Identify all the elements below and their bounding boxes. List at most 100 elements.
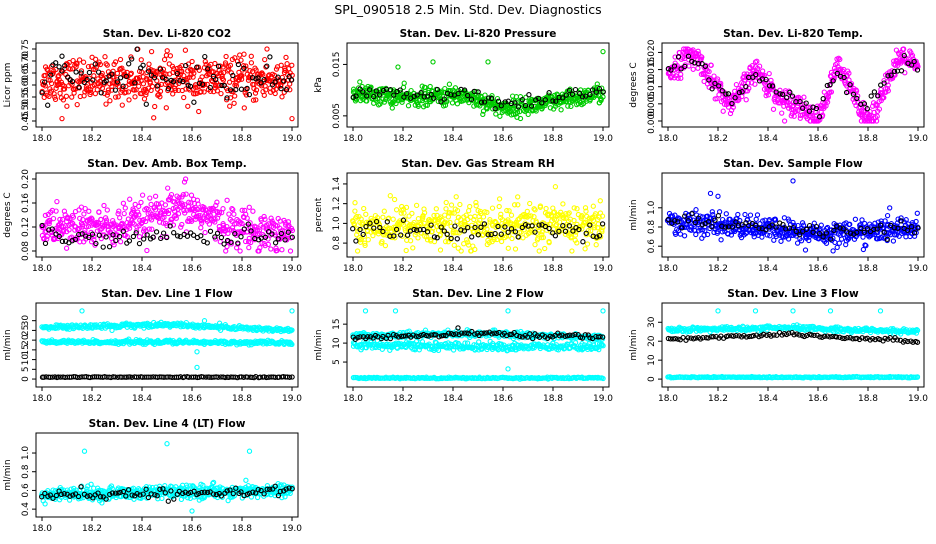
- data-point: [55, 200, 59, 204]
- data-point: [500, 239, 504, 243]
- x-tick-label: 19.0: [593, 134, 613, 144]
- data-point: [115, 71, 119, 75]
- x-tick-label: 18.0: [32, 394, 52, 404]
- x-tick-label: 18.6: [808, 264, 828, 274]
- data-point: [354, 239, 358, 243]
- data-point: [122, 212, 126, 216]
- data-point: [402, 81, 406, 85]
- data-point: [553, 185, 557, 189]
- data-point: [233, 94, 237, 98]
- x-tick-label: 18.2: [708, 134, 728, 144]
- data-point: [78, 58, 82, 62]
- x-tick-label: 18.4: [132, 394, 152, 404]
- data-point: [269, 247, 273, 251]
- data-point: [163, 58, 167, 62]
- x-tick-label: 18.2: [708, 264, 728, 274]
- data-point: [74, 70, 78, 74]
- data-point: [65, 104, 69, 108]
- data-point: [190, 59, 194, 63]
- data-point: [133, 95, 137, 99]
- data-point: [284, 55, 288, 59]
- data-point: [103, 55, 107, 59]
- data-point: [105, 208, 109, 212]
- data-point: [101, 245, 105, 249]
- x-tick-label: 18.6: [493, 264, 513, 274]
- points: [40, 177, 295, 253]
- data-point: [197, 109, 201, 113]
- data-point: [189, 193, 193, 197]
- x-tick-label: 18.2: [82, 134, 102, 144]
- data-point: [591, 204, 595, 208]
- x-tick-label: 18.6: [808, 134, 828, 144]
- data-point: [128, 197, 132, 201]
- data-point: [70, 95, 74, 99]
- data-point: [886, 214, 890, 218]
- data-point: [163, 203, 167, 207]
- data-point: [153, 104, 157, 108]
- data-point: [43, 241, 47, 245]
- data-point: [583, 247, 587, 251]
- data-point: [716, 214, 720, 218]
- outlier-point: [438, 248, 442, 252]
- data-point: [224, 54, 228, 58]
- data-point: [249, 54, 253, 58]
- data-point: [415, 203, 419, 207]
- data-point: [888, 206, 892, 210]
- data-point: [148, 196, 152, 200]
- data-point: [840, 237, 844, 241]
- data-point: [891, 239, 895, 243]
- y-tick-label: 1.0: [332, 216, 342, 231]
- y-tick-label: 0.08: [21, 241, 31, 261]
- data-point: [290, 63, 294, 67]
- data-point: [172, 231, 176, 235]
- data-point: [526, 112, 530, 116]
- data-point: [127, 62, 131, 66]
- outlier-point: [195, 365, 199, 369]
- data-point: [743, 212, 747, 216]
- data-point: [364, 212, 368, 216]
- data-point: [362, 206, 366, 210]
- points: [40, 309, 294, 380]
- y-tick-label: 5: [21, 366, 31, 372]
- x-tick-label: 18.0: [32, 134, 52, 144]
- data-point: [203, 55, 207, 59]
- data-point: [184, 192, 188, 196]
- x-tick-label: 18.2: [82, 264, 102, 274]
- data-point: [468, 204, 472, 208]
- x-tick-label: 18.4: [132, 134, 152, 144]
- data-point: [82, 60, 86, 64]
- x-tick-label: 19.0: [282, 394, 302, 404]
- y-axis-label: Licor ppm: [3, 63, 13, 108]
- data-point: [239, 235, 243, 239]
- x-tick-label: 18.8: [232, 134, 252, 144]
- x-tick-label: 18.6: [182, 394, 202, 404]
- data-point: [139, 58, 143, 62]
- chart-title: Stan. Dev. Sample Flow: [723, 158, 863, 170]
- chart-title: Stan. Dev. Gas Stream RH: [401, 158, 554, 170]
- data-point: [861, 235, 865, 239]
- data-point: [416, 236, 420, 240]
- data-point: [553, 234, 557, 238]
- data-point: [915, 211, 919, 215]
- data-point: [123, 206, 127, 210]
- y-axis-label: percent: [314, 197, 324, 232]
- data-point: [119, 76, 123, 80]
- data-point: [222, 242, 226, 246]
- data-point: [391, 217, 395, 221]
- data-point: [537, 249, 541, 253]
- data-point: [506, 246, 510, 250]
- data-point: [761, 69, 765, 73]
- y-axis-label: ml/min: [629, 199, 639, 230]
- data-point: [390, 106, 394, 110]
- x-tick-label: 18.8: [543, 134, 563, 144]
- data-point: [118, 57, 122, 61]
- data-point: [119, 240, 123, 244]
- data-point: [58, 91, 62, 95]
- y-tick-label: 1.0: [647, 200, 657, 215]
- data-point: [835, 245, 839, 249]
- y-tick-label: 1.2: [332, 196, 342, 210]
- x-tick-label: 18.6: [182, 134, 202, 144]
- x-tick-label: 18.2: [82, 394, 102, 404]
